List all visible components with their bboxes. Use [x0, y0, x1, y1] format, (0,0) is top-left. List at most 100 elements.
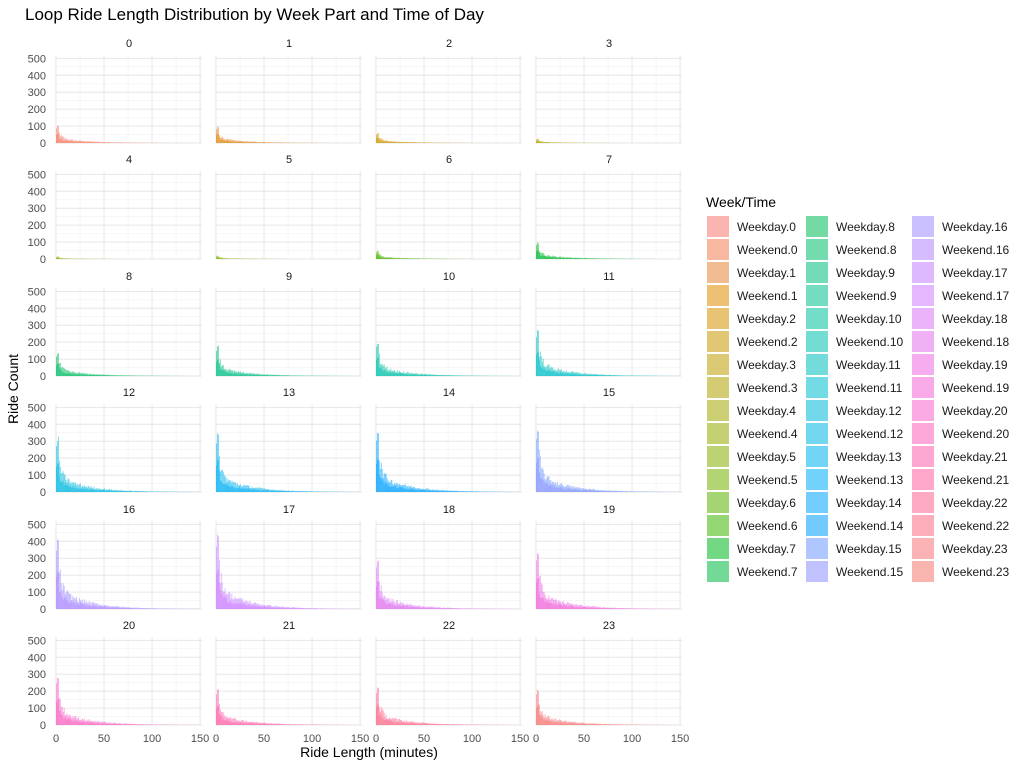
histogram-bar: [608, 375, 609, 376]
histogram-bar: [70, 374, 71, 376]
histogram-bar: [66, 374, 67, 376]
histogram-bar: [116, 375, 117, 376]
histogram-bar: [255, 375, 256, 376]
histogram-bar: [58, 134, 59, 143]
histogram-bar: [543, 142, 544, 143]
histogram-bar: [576, 258, 577, 259]
histogram-bar: [63, 481, 64, 492]
histogram-bar: [241, 604, 242, 609]
histogram-bar: [93, 142, 94, 143]
histogram-bar: [218, 360, 219, 376]
histogram-bar: [256, 142, 257, 143]
histogram-bar: [404, 142, 405, 143]
histogram-bar: [69, 486, 70, 492]
histogram-bar: [59, 476, 60, 492]
histogram-bar: [83, 605, 84, 609]
histogram-bar: [290, 608, 291, 609]
histogram-bar: [128, 608, 129, 609]
y-tick-label: 400: [28, 419, 46, 431]
histogram-bar: [261, 490, 262, 492]
histogram-bar: [551, 257, 552, 259]
histogram-bar: [298, 608, 299, 609]
histogram-bar: [454, 491, 455, 492]
histogram-bar: [617, 375, 618, 376]
histogram-bar: [396, 258, 397, 259]
y-tick-label: 400: [28, 303, 46, 315]
histogram-bar: [284, 491, 285, 492]
histogram-bar: [227, 601, 228, 609]
histogram-bar: [102, 607, 103, 609]
y-tick-label: 100: [28, 587, 46, 599]
histogram-bar: [92, 606, 93, 609]
histogram-bar: [223, 140, 224, 143]
histogram-bar: [250, 606, 251, 609]
y-tick-label: 100: [28, 470, 46, 482]
histogram-bar: [560, 372, 561, 376]
histogram-bar: [412, 142, 413, 143]
histogram-bar: [443, 375, 444, 376]
histogram-bar: [397, 374, 398, 376]
histogram-bar: [425, 490, 426, 492]
histogram-bar: [401, 142, 402, 143]
histogram-bar: [129, 608, 130, 609]
histogram-bar: [237, 602, 238, 609]
histogram-bar: [387, 372, 388, 376]
histogram-bar: [556, 487, 557, 492]
histogram-bar: [582, 490, 583, 492]
histogram-bar: [82, 604, 83, 609]
histogram-bar: [219, 470, 220, 492]
histogram-bar: [620, 491, 621, 492]
histogram-bar: [78, 374, 79, 376]
histogram-bar: [381, 597, 382, 609]
histogram-bar: [253, 375, 254, 376]
histogram-bar: [396, 488, 397, 492]
histogram-bar: [59, 593, 60, 609]
histogram-bar: [223, 597, 224, 609]
histogram-bar: [241, 488, 242, 492]
histogram-bar: [619, 491, 620, 492]
histogram-bar: [235, 374, 236, 376]
histogram-bar: [400, 142, 401, 143]
y-tick-label: 300: [28, 203, 46, 215]
histogram-bar: [543, 480, 544, 492]
histogram-bar: [268, 607, 269, 609]
histogram-bar: [279, 491, 280, 492]
histogram-bar: [264, 142, 265, 143]
histogram-bar: [242, 142, 243, 143]
histogram-bar: [376, 138, 377, 143]
histogram-bar: [96, 489, 97, 492]
histogram-bar: [219, 258, 220, 259]
histogram-bar: [396, 142, 397, 143]
histogram-bar: [539, 361, 540, 376]
histogram-bar: [563, 489, 564, 492]
histogram-bar: [229, 487, 230, 492]
histogram-bar: [93, 490, 94, 492]
histogram-bar: [392, 486, 393, 492]
histogram-bar: [267, 375, 268, 376]
histogram-bar: [275, 375, 276, 376]
histogram-bar: [383, 600, 384, 609]
histogram-bar: [378, 138, 379, 143]
histogram-bar: [461, 491, 462, 492]
histogram-bar: [447, 491, 448, 492]
histogram-bar: [218, 257, 219, 259]
histogram-bar: [69, 603, 70, 609]
histogram-bar: [82, 142, 83, 143]
histogram-bar: [587, 258, 588, 259]
histogram-bar: [382, 257, 383, 259]
histogram-bar: [537, 352, 538, 376]
histogram-bar: [391, 258, 392, 259]
histogram-bar: [547, 142, 548, 143]
histogram-bar: [437, 375, 438, 376]
y-tick-label: 200: [28, 104, 46, 116]
histogram-bar: [62, 372, 63, 376]
histogram-bar: [264, 375, 265, 376]
facet-panel: 14: [376, 387, 522, 492]
histogram-bar: [258, 375, 259, 376]
histogram-bar: [220, 258, 221, 259]
histogram-bar: [377, 459, 378, 492]
histogram-bar: [250, 489, 251, 492]
histogram-bar: [410, 374, 411, 376]
histogram-bar: [259, 607, 260, 609]
histogram-bar: [282, 491, 283, 492]
